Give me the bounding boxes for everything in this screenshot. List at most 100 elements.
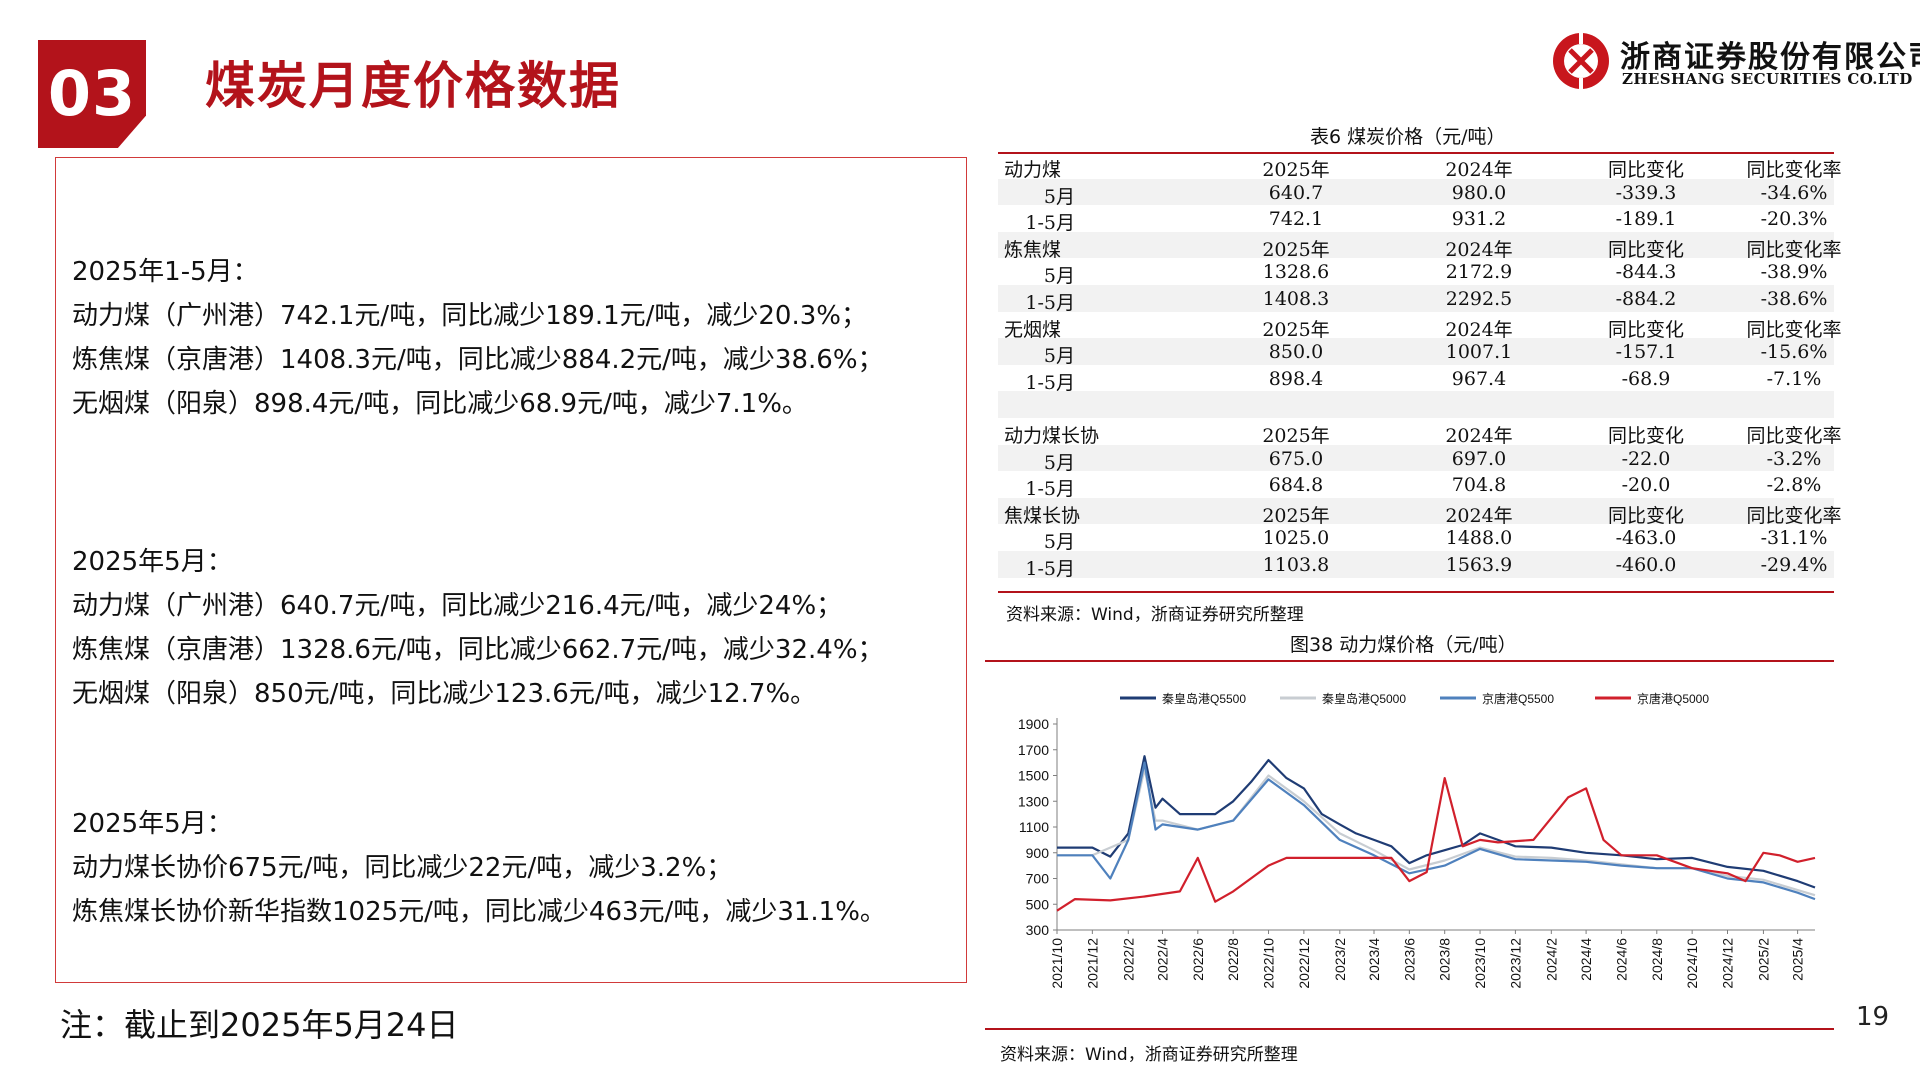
table-cell: -34.6% (1760, 181, 1828, 204)
legend-label-jt5000: 京唐港Q5000 (1637, 691, 1709, 706)
table-cell: 2025年 (1262, 159, 1330, 181)
company-name-cn: 浙商证券股份有限公司 (1620, 40, 1920, 75)
table-row: 1-5月 742.1 931.2 -189.1 -20.3% (998, 205, 1834, 235)
table-cell: -20.0 (1621, 474, 1671, 497)
table-cell: 2172.9 (1445, 261, 1513, 284)
table-cell: -68.9 (1621, 367, 1671, 390)
table-cell: -29.4% (1760, 553, 1828, 576)
legend-label-qhd5500: 秦皇岛港Q5500 (1162, 691, 1246, 706)
series-line-jt5000 (1056, 777, 1816, 912)
footnote: 注：截止到2025年5月24日 (60, 1006, 459, 1044)
page-number: 19 (1856, 1002, 1890, 1032)
table-cell: 1025.0 (1262, 527, 1330, 550)
y-tick-label: 500 (1026, 896, 1050, 912)
x-tick-label: 2023/6 (1401, 938, 1417, 981)
table-row-label: 5月 (1043, 531, 1075, 554)
series-line-jt5500 (1057, 761, 1816, 901)
table-cell: 2024年 (1445, 424, 1513, 447)
table-source: 资料来源：Wind，浙商证券研究所整理 (1006, 605, 1304, 625)
table-row-label: 1-5月 (1025, 291, 1075, 314)
table-header-row: 动力煤 2025年 2024年 同比变化 同比变化率 (998, 152, 1842, 181)
table-cell: -20.3% (1760, 208, 1828, 231)
y-tick-label: 1300 (1018, 793, 1049, 809)
table-title: 表6 煤炭价格（元/吨） (1310, 126, 1506, 148)
table-cell: -22.0 (1621, 447, 1671, 470)
table-cell: 同比变化率 (1746, 159, 1842, 181)
x-tick-label: 2024/8 (1649, 938, 1665, 981)
table-cell: 同比变化率 (1746, 424, 1842, 447)
summary-block-1: 2025年1-5月： 动力煤（广州港）742.1元/吨，同比减少189.1元/吨… (72, 250, 884, 426)
table-cell: 2024年 (1445, 318, 1513, 341)
table-cell: 同比变化 (1607, 504, 1684, 527)
table-cell: 898.4 (1268, 367, 1324, 390)
table-row-label: 焦煤长协 (1004, 504, 1081, 527)
summary-heading: 2025年5月： (72, 547, 233, 577)
table-row: 5月 1025.0 1488.0 -463.0 -31.1% (998, 524, 1834, 554)
table-cell: 2024年 (1445, 238, 1513, 261)
x-tick-label: 2024/6 (1613, 938, 1629, 981)
zheshang-logo-icon (1553, 33, 1609, 89)
company-name-en: ZHESHANG SECURITIES CO.LTD (1622, 70, 1913, 88)
table-cell: 2025年 (1262, 424, 1330, 447)
table-header-row: 炼焦煤 2025年 2024年 同比变化 同比变化率 (998, 231, 1842, 261)
summary-block-2: 2025年5月： 动力煤（广州港）640.7元/吨，同比减少216.4元/吨，减… (72, 540, 884, 716)
series-line-qhd5000 (1057, 768, 1816, 897)
table-row-label: 无烟煤 (1004, 318, 1062, 341)
x-tick-label: 2022/12 (1296, 938, 1312, 989)
y-tick-label: 300 (1026, 922, 1050, 938)
table-row: 1-5月 684.8 704.8 -20.0 -2.8% (998, 471, 1834, 500)
table-header-row: 焦煤长协 2025年 2024年 同比变化 同比变化率 (998, 497, 1842, 527)
table-row-label: 5月 (1043, 345, 1075, 368)
x-tick-label: 2024/2 (1543, 938, 1559, 981)
x-tick-label: 2022/6 (1190, 938, 1206, 981)
table-cell: 1328.6 (1262, 261, 1330, 284)
chart-title: 图38 动力煤价格（元/吨） (1290, 634, 1517, 656)
section-number-badge: 03 (38, 40, 146, 148)
table-cell: 742.1 (1268, 208, 1324, 231)
table-cell: 同比变化率 (1746, 504, 1842, 527)
summary-line: 无烟煤（阳泉）898.4元/吨，同比减少68.9元/吨，减少7.1%。 (72, 389, 808, 419)
table-cell: -31.1% (1760, 527, 1828, 550)
table-row: 5月 640.7 980.0 -339.3 -34.6% (998, 178, 1834, 208)
summary-block-3: 2025年5月： 动力煤长协价675元/吨，同比减少22元/吨，减少3.2%； … (72, 802, 886, 934)
x-tick-label: 2024/10 (1684, 938, 1700, 989)
table-cell: 697.0 (1451, 447, 1507, 470)
table-cell: 684.8 (1268, 474, 1324, 497)
table-cell: 同比变化 (1607, 424, 1684, 447)
table-cell: 1007.1 (1445, 341, 1513, 364)
summary-line: 动力煤长协价675元/吨，同比减少22元/吨，减少3.2%； (72, 853, 733, 883)
series-line-qhd5500 (1057, 755, 1816, 889)
x-tick-label: 2024/4 (1578, 938, 1594, 981)
table-cell: -15.6% (1760, 341, 1828, 364)
table-cell: 1408.3 (1262, 287, 1330, 310)
table-row-label: 5月 (1043, 265, 1075, 288)
table-row-label: 1-5月 (1025, 371, 1075, 394)
table-row: 1-5月 1408.3 2292.5 -884.2 -38.6% (998, 284, 1834, 314)
x-tick-label: 2021/12 (1084, 938, 1100, 989)
table-cell: 980.0 (1451, 181, 1507, 204)
x-tick-label: 2025/4 (1790, 938, 1806, 981)
table-cell: 675.0 (1268, 447, 1324, 470)
table-row (998, 391, 1834, 418)
table-cell: -7.1% (1766, 367, 1822, 390)
company-logo: 浙商证券股份有限公司 ZHESHANG SECURITIES CO.LTD (1550, 30, 1920, 92)
table-cell: -2.8% (1766, 474, 1822, 497)
legend-label-qhd5000: 秦皇岛港Q5000 (1322, 691, 1406, 706)
thermal-coal-price-chart: 300 500 700 900 1100 1300 1500 1700 1900 2021/10 2… (1018, 691, 1816, 989)
table-row-label: 5月 (1043, 185, 1075, 208)
table-cell: 同比变化 (1607, 318, 1684, 341)
y-tick-label: 1100 (1019, 819, 1049, 835)
table-cell: -38.6% (1760, 287, 1828, 310)
table-header-row: 动力煤长协 2025年 2024年 同比变化 同比变化率 (998, 418, 1842, 447)
table-cell: 931.2 (1451, 208, 1507, 231)
y-tick-label: 1500 (1018, 768, 1049, 784)
x-tick-label: 2023/4 (1366, 938, 1382, 981)
table-cell: -460.0 (1615, 553, 1677, 576)
x-tick-label: 2021/10 (1049, 938, 1065, 989)
summary-line: 炼焦煤（京唐港）1408.3元/吨，同比减少884.2元/吨，减少38.6%； (72, 345, 884, 375)
x-tick-label: 2022/8 (1225, 938, 1241, 981)
coal-price-table: 动力煤 2025年 2024年 同比变化 同比变化率 5月 640.7 980.0 -339.3… (998, 152, 1842, 580)
table-row-label: 1-5月 (1025, 557, 1075, 580)
table-row-label: 1-5月 (1025, 212, 1075, 235)
table-row-label: 5月 (1043, 451, 1075, 474)
